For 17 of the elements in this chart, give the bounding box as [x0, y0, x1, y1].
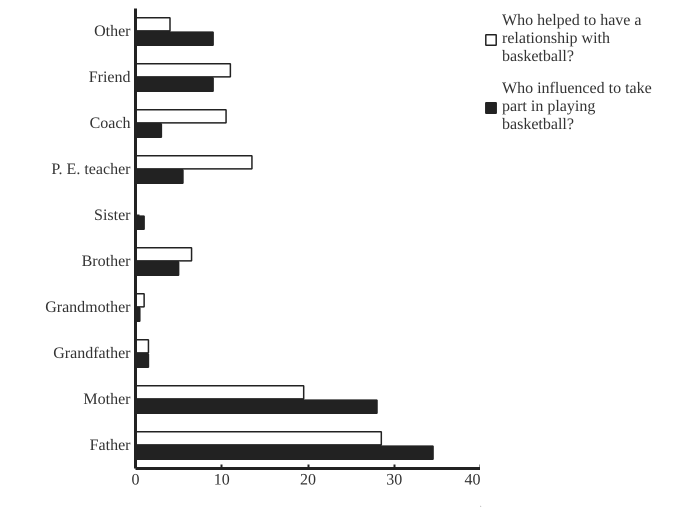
x-tick-label: 30 [386, 472, 402, 488]
legend-label: Who helped to have a relationship with basketball? [502, 12, 642, 66]
x-tick-label: 0 [132, 472, 140, 488]
y-tick-label: Coach [90, 115, 130, 132]
y-tick-label: Sister [94, 207, 132, 224]
y-tick-label: Mother [83, 391, 132, 408]
y-tick-label: Father [90, 437, 132, 454]
y-tick-label: Brother [82, 253, 132, 270]
legend-label: Who influenced to take part in playing basketball? [502, 80, 652, 134]
y-tick-label: Friend [88, 69, 131, 86]
y-tick-label: Grandmother [45, 299, 132, 316]
x-tick-label: 10 [214, 472, 230, 488]
x-tick-label: 40 [464, 472, 480, 488]
x-tick-label: 20 [300, 472, 316, 488]
y-tick-label: P. E. teacher [51, 161, 132, 178]
y-tick-label: Other [94, 23, 132, 40]
y-tick-label: Grandfather [53, 345, 132, 362]
